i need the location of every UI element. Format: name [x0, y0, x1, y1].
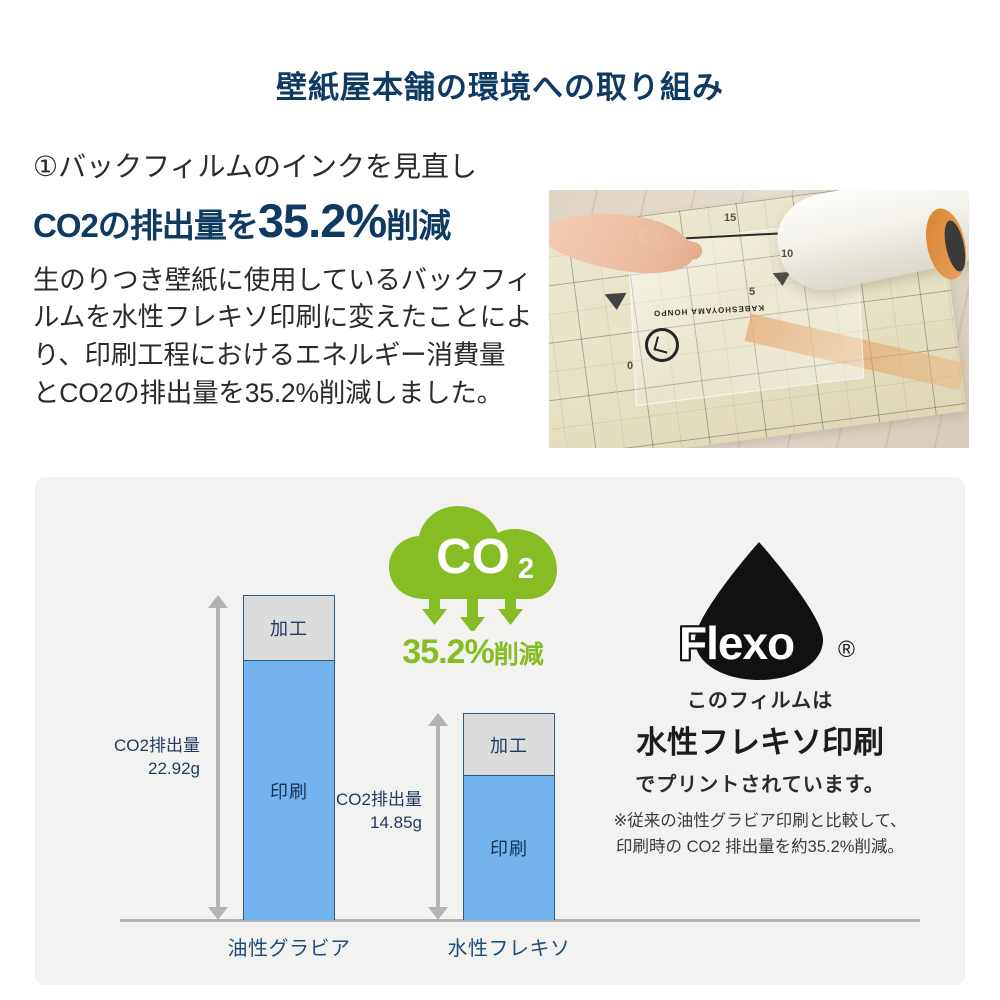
value-label-1-amount: 22.92g [148, 758, 200, 778]
bar-segment-print-label-1: 印刷 [270, 781, 308, 802]
co2-cloud-icon: CO 2 [389, 506, 557, 631]
headline-prefix: CO2の排出量を [33, 206, 259, 244]
category-label-water-flexo: 水性フレキソ [447, 938, 571, 960]
co2-comparison-chart: 加工 印刷 加工 印刷 CO2排出量 22.92g CO2排出量 14.85g … [35, 477, 965, 985]
body-line-2: ルムを水性フレキソ印刷に変えたことによ [33, 302, 533, 333]
headline-suffix: 削減 [386, 206, 451, 244]
bar-oil-gravure: 加工 印刷 [243, 595, 335, 920]
dimension-arrow-1-shaft [216, 605, 220, 910]
co2-reduction-value: 35.2% [402, 633, 494, 671]
intro-headline: CO2の排出量を 35.2% 削減 [33, 197, 543, 244]
body-line-4: とCO2の排出量を35.2%削減しました。 [33, 377, 503, 408]
dimension-arrow-2 [428, 713, 448, 920]
intro-body-copy: 生のりつき壁紙に使用しているバックフィ ルムを水性フレキソ印刷に変えたことによ … [33, 262, 543, 413]
body-line-1: 生のりつき壁紙に使用しているバックフィ [33, 264, 532, 295]
photo-ruler-mark-15: 15 [724, 212, 737, 224]
bar-segment-print-label-2: 印刷 [490, 839, 528, 859]
flexo-line1: このフィルムは [686, 690, 834, 712]
value-label-1-title: CO2排出量 [114, 736, 200, 755]
flexo-logo: Flexo ® [595, 540, 925, 682]
flexo-certification-block: Flexo ® このフィルムは 水性フレキソ印刷 でプリントされています。 ※従… [595, 540, 925, 860]
photo-ruler-mark-10: 10 [781, 248, 794, 260]
dimension-arrow-1-head-down [208, 907, 228, 920]
wallpaper-film-photo: KABESHOYAMA HONPO 15 10 5 0 [549, 190, 969, 448]
bar-segment-print-2: 印刷 [464, 776, 554, 920]
photo-ruler-mark-0: 0 [627, 360, 634, 372]
chart-baseline-axis [120, 919, 920, 922]
flexo-line3: でプリントされています。 [635, 774, 885, 796]
value-label-oil-gravure: CO2排出量 22.92g [75, 735, 200, 781]
dimension-arrow-2-head-down [428, 907, 448, 920]
registered-mark-icon: ® [838, 636, 855, 662]
dimension-arrow-1 [208, 595, 228, 920]
bar-segment-print-1: 印刷 [244, 661, 334, 920]
bar-segment-process-label-2: 加工 [490, 735, 528, 756]
bar-segment-process-1: 加工 [244, 596, 334, 661]
co2-reduction-text: 35.2%削減 [378, 633, 568, 672]
bar-segment-process-2: 加工 [464, 714, 554, 776]
intro-block: ①バックフィルムのインクを見直し CO2の排出量を 35.2% 削減 生のりつき壁紙… [33, 151, 543, 413]
headline-value: 35.2% [257, 193, 387, 247]
bar-segment-process-label-1: 加工 [270, 619, 308, 639]
body-line-3: り、印刷工程におけるエネルギー消費量 [33, 340, 506, 371]
ink-drop-icon [695, 542, 823, 680]
value-label-2-amount: 14.85g [370, 812, 422, 832]
flexo-line2: 水性フレキソ印刷 [636, 725, 884, 760]
value-label-2-title: CO2排出量 [336, 790, 422, 809]
svg-text:CO: CO [436, 530, 510, 584]
intro-lead-text: ①バックフィルムのインクを見直し [33, 151, 477, 182]
cloud-arrow-group [422, 597, 523, 631]
svg-text:2: 2 [518, 553, 534, 585]
flexo-note: ※従来の油性グラビア印刷と比較して、 印刷時の CO2 排出量を約35.2%削減… [595, 809, 925, 860]
value-label-water-flexo: CO2排出量 14.85g [297, 789, 422, 835]
page-title: 壁紙屋本舗の環境への取り組み [276, 70, 724, 105]
co2-reduction-suffix: 削減 [493, 641, 544, 669]
photo-ruler-mark-5: 5 [749, 286, 756, 298]
dimension-arrow-2-shaft [436, 723, 440, 910]
flexo-note-line-2: 印刷時の CO2 排出量を約35.2%削減。 [616, 837, 904, 856]
flexo-note-line-1: ※従来の油性グラビア印刷と比較して、 [613, 812, 907, 830]
bar-water-flexo: 加工 印刷 [463, 713, 555, 920]
category-label-oil-gravure: 油性グラビア [227, 938, 351, 960]
co2-reduction-badge: CO 2 35.2%削減 [378, 505, 568, 672]
flexo-wordmark: Flexo [679, 617, 795, 669]
